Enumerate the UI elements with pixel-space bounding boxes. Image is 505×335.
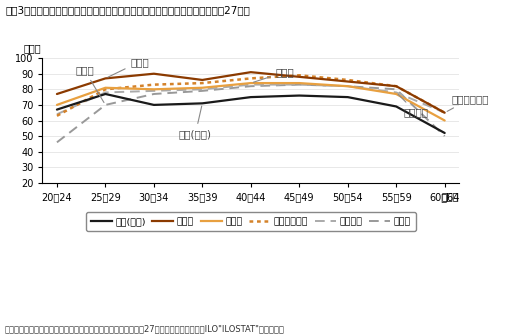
Text: （歳）: （歳） <box>441 192 459 201</box>
Text: スウェーデン: スウェーデン <box>447 94 489 111</box>
Text: 福井県: 福井県 <box>108 57 149 77</box>
Text: 図表3　欧州各国と福井県・富山県との女性の年齢階級別就業率の比較（平成27年）: 図表3 欧州各国と福井県・富山県との女性の年齢階級別就業率の比較（平成27年） <box>5 5 250 15</box>
Text: （％）: （％） <box>24 44 41 54</box>
Text: 富山県: 富山県 <box>254 67 294 82</box>
Text: 日本(全国): 日本(全国) <box>179 106 212 139</box>
Text: ドイツ: ドイツ <box>75 65 104 103</box>
Legend: 日本(全国), 福井県, 富山県, スウェーデン, フランス, ドイツ: 日本(全国), 福井県, 富山県, スウェーデン, フランス, ドイツ <box>86 212 416 230</box>
Text: （備考）日本は、総務省「国勢調査（抽出速報集計）」（平成27年）、その他の国は、ILO"ILOSTAT"より作成。: （備考）日本は、総務省「国勢調査（抽出速報集計）」（平成27年）、その他の国は、… <box>5 324 285 333</box>
Text: フランス: フランス <box>398 94 428 117</box>
